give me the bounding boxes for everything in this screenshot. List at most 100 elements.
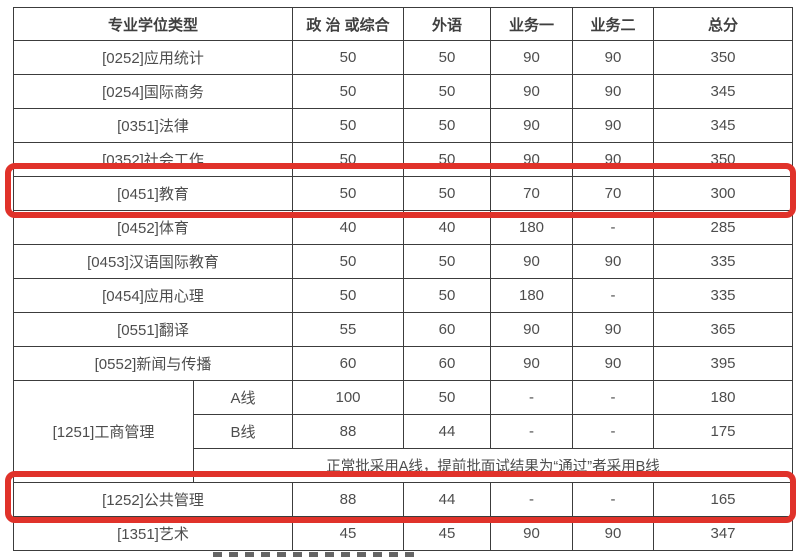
business1-score-cell: 180 [490, 210, 574, 245]
table-row-mba-line-a: [1251]工商管理 A线 100 50 - - 180 [13, 380, 794, 483]
business2-score-cell: 90 [572, 312, 655, 347]
degree-type-cell: [0451]教育 [12, 176, 294, 211]
business1-score-cell: 90 [490, 312, 574, 347]
total-score-cell: 395 [653, 346, 794, 381]
header-business-2: 业务二 [572, 7, 655, 41]
table-row-mba-line-b: B线 88 44 - - 175 [14, 414, 794, 449]
politics-score-cell: 50 [292, 278, 405, 313]
business2-score-cell: - [572, 278, 655, 313]
business2-score-cell: - [572, 482, 655, 517]
foreign-score-cell: 45 [403, 516, 492, 551]
total-score-cell: 180 [653, 380, 794, 415]
table-row: [0252]应用统计 50 50 90 90 350 [12, 40, 794, 75]
total-score-cell: 345 [653, 74, 794, 109]
table-row: [0454]应用心理 50 50 180 - 335 [12, 278, 794, 313]
business1-score-cell: 90 [490, 516, 574, 551]
politics-score-cell: 50 [292, 108, 405, 143]
line-label-cell: A线 [192, 380, 294, 415]
foreign-score-cell: 50 [403, 176, 492, 211]
total-score-cell: 285 [653, 210, 794, 245]
line-label-cell: B线 [192, 414, 294, 449]
degree-type-cell: [0551]翻译 [12, 312, 294, 347]
total-score-cell: 350 [653, 142, 794, 177]
foreign-score-cell: 50 [403, 108, 492, 143]
total-score-cell: 165 [653, 482, 794, 517]
business2-score-cell: 70 [572, 176, 655, 211]
business2-score-cell: 90 [572, 516, 655, 551]
header-foreign-language: 外语 [403, 7, 492, 41]
politics-score-cell: 88 [292, 482, 405, 517]
foreign-score-cell: 50 [403, 74, 492, 109]
business2-score-cell: - [572, 380, 655, 415]
table-row: [0351]法律 50 50 90 90 345 [12, 108, 794, 143]
table-row: [0551]翻译 55 60 90 90 365 [12, 312, 794, 347]
header-degree-type: 专业学位类型 [12, 7, 294, 41]
business2-score-cell: 90 [572, 74, 655, 109]
foreign-score-cell: 40 [403, 210, 492, 245]
business2-score-cell: 90 [572, 244, 655, 279]
foreign-score-cell: 50 [403, 244, 492, 279]
business1-score-cell: 70 [490, 176, 574, 211]
business1-score-cell: 90 [490, 40, 574, 75]
politics-score-cell: 50 [292, 40, 405, 75]
business2-score-cell: - [572, 210, 655, 245]
table-header-row: 专业学位类型 政 治 或综合 外语 业务一 业务二 总分 [12, 7, 794, 41]
foreign-score-cell: 50 [403, 40, 492, 75]
total-score-cell: 335 [653, 278, 794, 313]
politics-score-cell: 60 [292, 346, 405, 381]
business2-score-cell: 90 [572, 40, 655, 75]
header-business-1: 业务一 [490, 7, 574, 41]
business1-score-cell: - [490, 482, 574, 517]
degree-type-cell: [0252]应用统计 [12, 40, 294, 75]
table-row-education-highlighted: [0451]教育 50 50 70 70 300 [12, 176, 794, 211]
total-score-cell: 175 [653, 414, 794, 449]
table-row: [1351]艺术 45 45 90 90 347 [12, 516, 794, 551]
business1-score-cell: 90 [490, 108, 574, 143]
clipped-caption-fragments [213, 552, 420, 557]
degree-type-cell: [0452]体育 [12, 210, 294, 245]
business2-score-cell: 90 [572, 108, 655, 143]
table-row: [0453]汉语国际教育 50 50 90 90 335 [12, 244, 794, 279]
business1-score-cell: 90 [490, 244, 574, 279]
business1-score-cell: 90 [490, 142, 574, 177]
politics-score-cell: 88 [292, 414, 405, 449]
total-score-cell: 345 [653, 108, 794, 143]
degree-type-cell: [0351]法律 [12, 108, 294, 143]
degree-type-cell: [0552]新闻与传播 [12, 346, 294, 381]
business1-score-cell: 180 [490, 278, 574, 313]
foreign-score-cell: 44 [403, 414, 492, 449]
business1-score-cell: 90 [490, 346, 574, 381]
table-row: [0254]国际商务 50 50 90 90 345 [12, 74, 794, 109]
foreign-score-cell: 50 [403, 278, 492, 313]
table-row: [0452]体育 40 40 180 - 285 [12, 210, 794, 245]
degree-type-cell: [0453]汉语国际教育 [12, 244, 294, 279]
admission-score-table: 专业学位类型 政 治 或综合 外语 业务一 业务二 总分 [0252]应用统计 … [12, 7, 794, 551]
table-row: [0552]新闻与传播 60 60 90 90 395 [12, 346, 794, 381]
business2-score-cell: 90 [572, 142, 655, 177]
politics-score-cell: 40 [292, 210, 405, 245]
total-score-cell: 335 [653, 244, 794, 279]
degree-type-cell: [0454]应用心理 [12, 278, 294, 313]
foreign-score-cell: 60 [403, 312, 492, 347]
politics-score-cell: 55 [292, 312, 405, 347]
total-score-cell: 365 [653, 312, 794, 347]
header-politics: 政 治 或综合 [292, 7, 405, 41]
foreign-score-cell: 50 [403, 380, 492, 415]
total-score-cell: 300 [653, 176, 794, 211]
degree-type-cell: [1351]艺术 [12, 516, 294, 551]
business1-score-cell: - [490, 380, 574, 415]
politics-score-cell: 50 [292, 244, 405, 279]
politics-score-cell: 45 [292, 516, 405, 551]
total-score-cell: 347 [653, 516, 794, 551]
foreign-score-cell: 60 [403, 346, 492, 381]
degree-type-cell-mba: [1251]工商管理 [13, 380, 194, 483]
business2-score-cell: 90 [572, 346, 655, 381]
business2-score-cell: - [572, 414, 655, 449]
politics-score-cell: 50 [292, 176, 405, 211]
business1-score-cell: 90 [490, 74, 574, 109]
business1-score-cell: - [490, 414, 574, 449]
foreign-score-cell: 50 [403, 142, 492, 177]
politics-score-cell: 50 [292, 142, 405, 177]
table-row-public-admin-highlighted: [1252]公共管理 88 44 - - 165 [12, 482, 794, 517]
total-score-cell: 350 [653, 40, 794, 75]
